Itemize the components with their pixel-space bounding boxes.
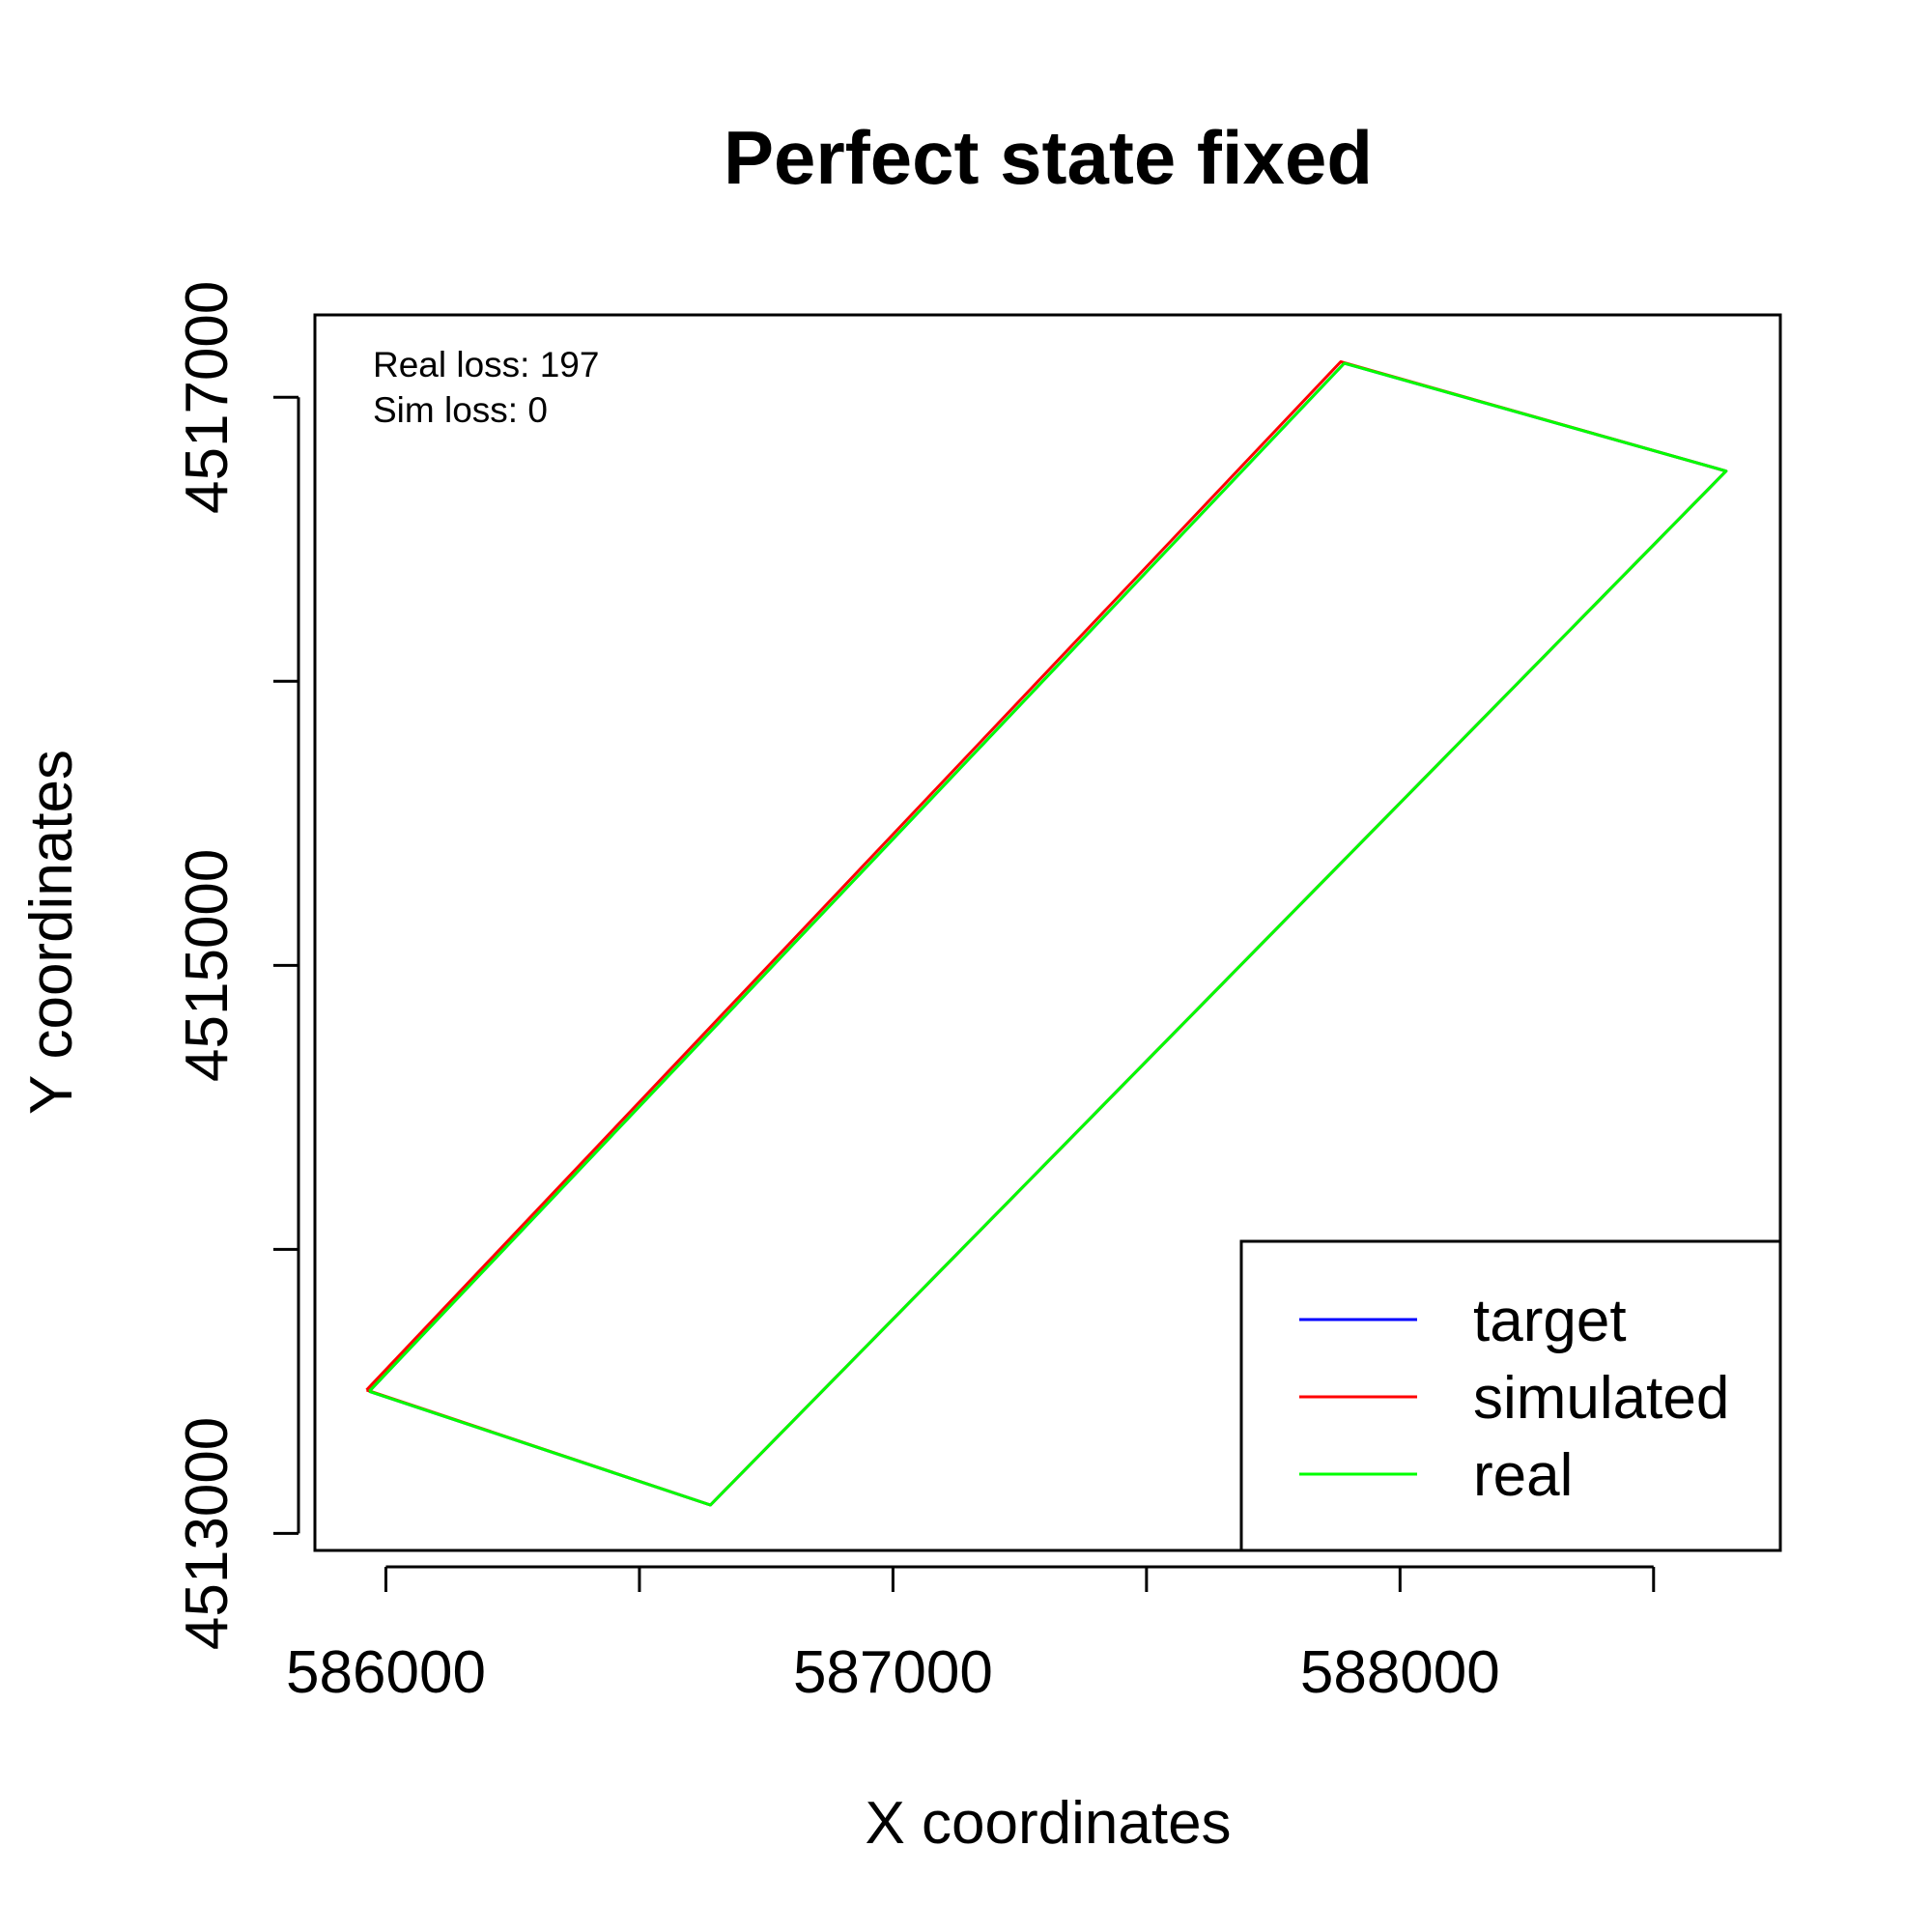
- y-tick-label: 4517000: [174, 281, 241, 514]
- x-axis-label: X coordinates: [865, 1790, 1231, 1857]
- legend-label-real: real: [1473, 1442, 1573, 1509]
- x-tick-label: 588000: [1300, 1639, 1500, 1706]
- annotations: Real loss: 197 Sim loss: 0: [373, 345, 599, 430]
- chart-title: Perfect state fixed: [724, 115, 1373, 200]
- annotation-text: Real loss: 197: [373, 345, 599, 384]
- series-real-line: [368, 361, 1728, 1507]
- legend: target simulated real: [1239, 1239, 1782, 1552]
- y-tick-label: 4515000: [174, 849, 241, 1082]
- legend-label-simulated: simulated: [1473, 1365, 1729, 1432]
- annotation-text: Sim loss: 0: [373, 390, 548, 430]
- x-tick-label: 587000: [793, 1639, 993, 1706]
- plot-frame: [313, 313, 1782, 1552]
- series-layer: [365, 360, 1728, 1507]
- x-axis: 586000 587000 588000: [286, 1565, 1656, 1706]
- y-axis-label: Y coordinates: [18, 750, 85, 1115]
- y-axis: 4513000 4515000 4517000: [174, 281, 300, 1650]
- x-tick-label: 586000: [286, 1639, 486, 1706]
- legend-label-target: target: [1473, 1288, 1627, 1354]
- y-tick-label: 4513000: [174, 1417, 241, 1650]
